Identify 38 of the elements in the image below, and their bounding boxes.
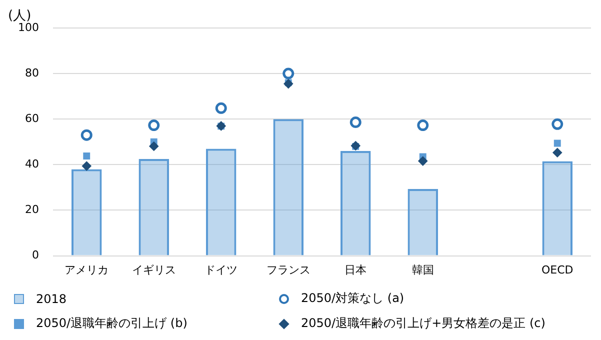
bar: [138, 158, 170, 256]
y-tick-label: 80: [24, 66, 39, 80]
point: [552, 148, 562, 158]
x-tick-label: OECD: [541, 263, 574, 276]
point: [417, 120, 429, 132]
y-tick-label: 60: [24, 112, 39, 125]
bar: [206, 148, 236, 256]
y-tick-label: 20: [24, 203, 39, 216]
point: [418, 156, 428, 166]
y-tick-label: 100: [18, 20, 39, 34]
bar: [273, 119, 304, 256]
point: [284, 79, 294, 89]
point: [350, 116, 362, 128]
point: [552, 118, 564, 130]
legend-label: 2050/退職年齢の引上げ+男女格差の是正 (c): [301, 315, 546, 332]
x-tick-label: フランス: [266, 263, 310, 276]
x-tick-label: イギリス: [132, 263, 176, 276]
point: [282, 68, 294, 80]
point: [83, 152, 90, 160]
bar: [542, 161, 573, 256]
x-tick-label: 日本: [344, 263, 367, 276]
point: [82, 161, 92, 171]
y-tick-label: 0: [32, 248, 39, 262]
x-tick-label: ドイツ: [204, 263, 238, 276]
point: [554, 140, 561, 147]
y-tick-label: 40: [24, 158, 39, 171]
point: [80, 129, 92, 141]
legend-label: 2050/退職年齢の引上げ (b): [36, 315, 188, 332]
y-axis-title: (人): [8, 8, 32, 24]
bar: [408, 189, 438, 256]
bar: [71, 169, 102, 256]
x-tick-label: 韓国: [412, 263, 434, 276]
point: [149, 142, 159, 151]
legend-label: 2050/対策なし (a): [301, 290, 404, 307]
point: [148, 120, 160, 132]
point: [215, 102, 227, 114]
x-tick-label: アメリカ: [64, 263, 109, 276]
legend-label: 2018: [36, 292, 67, 306]
